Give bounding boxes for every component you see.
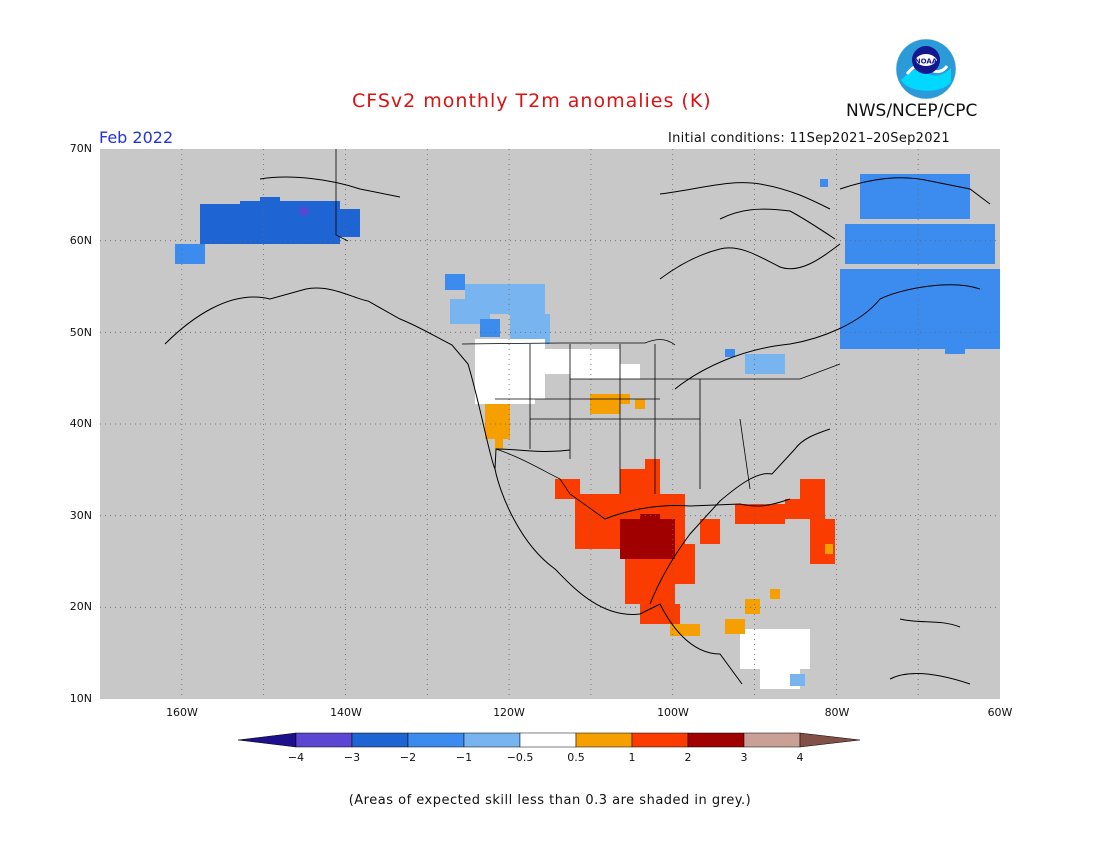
legend-swatch (575, 732, 633, 748)
logo-text: NOAA (915, 58, 938, 66)
legend-swatch (687, 732, 745, 748)
lat-label: 70N (69, 142, 92, 155)
legend-swatch (631, 732, 689, 748)
legend-swatch (407, 732, 465, 748)
anomaly-cell (480, 319, 500, 337)
anomaly-cell (495, 439, 503, 449)
lat-label: 30N (69, 509, 92, 522)
lat-label: 20N (69, 600, 92, 613)
legend-tick-label: 0.5 (567, 751, 585, 764)
lat-label: 50N (69, 326, 92, 339)
legend-tick-label: −4 (287, 751, 305, 764)
anomaly-cell (555, 479, 580, 499)
anomaly-map (100, 149, 1000, 699)
anomaly-cell (175, 244, 205, 264)
anomaly-cell (725, 349, 735, 357)
anomaly-cell (735, 504, 785, 524)
lon-label: 140W (330, 706, 362, 719)
noaa-logo: NOAA (895, 38, 957, 100)
anomaly-cell (485, 404, 510, 439)
legend-tick-label: −0.5 (506, 751, 534, 764)
legend-tick-label: −3 (343, 751, 361, 764)
anomaly-cell (845, 224, 995, 264)
anomaly-cell (740, 629, 810, 669)
lat-label: 60N (69, 234, 92, 247)
anomaly-cell (840, 269, 1000, 349)
anomaly-cell (445, 274, 465, 290)
legend-tick-label: 2 (684, 751, 692, 764)
legend-swatch (295, 732, 353, 748)
legend-swatch (519, 732, 577, 748)
anomaly-cell (700, 519, 720, 544)
forecast-period: Feb 2022 (99, 128, 174, 147)
legend-swatch (238, 732, 297, 748)
anomaly-cell (260, 197, 280, 209)
legend-tick-label: 1 (628, 751, 636, 764)
gridlines (100, 149, 1000, 699)
anomaly-cell (725, 619, 745, 634)
lon-label: 60W (987, 706, 1013, 719)
anomaly-cell (860, 174, 970, 219)
anomaly-cell (670, 624, 700, 636)
anomaly-cell (645, 459, 660, 479)
legend-tick-label: 4 (796, 751, 804, 764)
lon-label: 160W (166, 706, 198, 719)
political-borders (335, 149, 841, 520)
lat-label: 10N (69, 692, 92, 705)
color-legend (238, 732, 861, 748)
legend-tick-label: −2 (399, 751, 417, 764)
lon-label: 80W (824, 706, 850, 719)
anomaly-cell (820, 179, 828, 187)
lon-label: 100W (657, 706, 689, 719)
anomaly-cell (800, 479, 825, 509)
chart-title: CFSv2 monthly T2m anomalies (K) (352, 90, 712, 112)
legend-tick-label: 3 (740, 751, 748, 764)
anomaly-cell (570, 364, 640, 379)
initial-conditions: Initial conditions: 11Sep2021–20Sep2021 (668, 131, 950, 146)
legend-swatch (351, 732, 409, 748)
footnote: (Areas of expected skill less than 0.3 a… (348, 793, 752, 808)
legend-swatch (463, 732, 521, 748)
anomaly-cell (810, 519, 835, 564)
lon-label: 120W (493, 706, 525, 719)
anomaly-cell (945, 344, 965, 354)
legend-swatch (799, 732, 861, 748)
anomaly-cell (825, 544, 833, 554)
anomaly-cell (590, 394, 620, 414)
anomaly-cell (300, 209, 360, 237)
anomaly-cell (790, 674, 805, 686)
legend-tick-label: −1 (455, 751, 473, 764)
anomaly-cell (745, 599, 760, 614)
anomaly-cell (475, 399, 535, 404)
agency-label: NWS/NCEP/CPC (846, 101, 978, 121)
lat-label: 40N (69, 417, 92, 430)
anomaly-cell (300, 207, 308, 215)
anomaly-cell (770, 589, 780, 599)
anomaly-cells (175, 174, 1000, 689)
anomaly-cell (635, 399, 645, 409)
anomaly-cell (675, 544, 695, 584)
legend-swatch (743, 732, 801, 748)
anomaly-cell (620, 519, 675, 559)
anomaly-cell (640, 514, 660, 524)
anomaly-cell (745, 354, 785, 374)
